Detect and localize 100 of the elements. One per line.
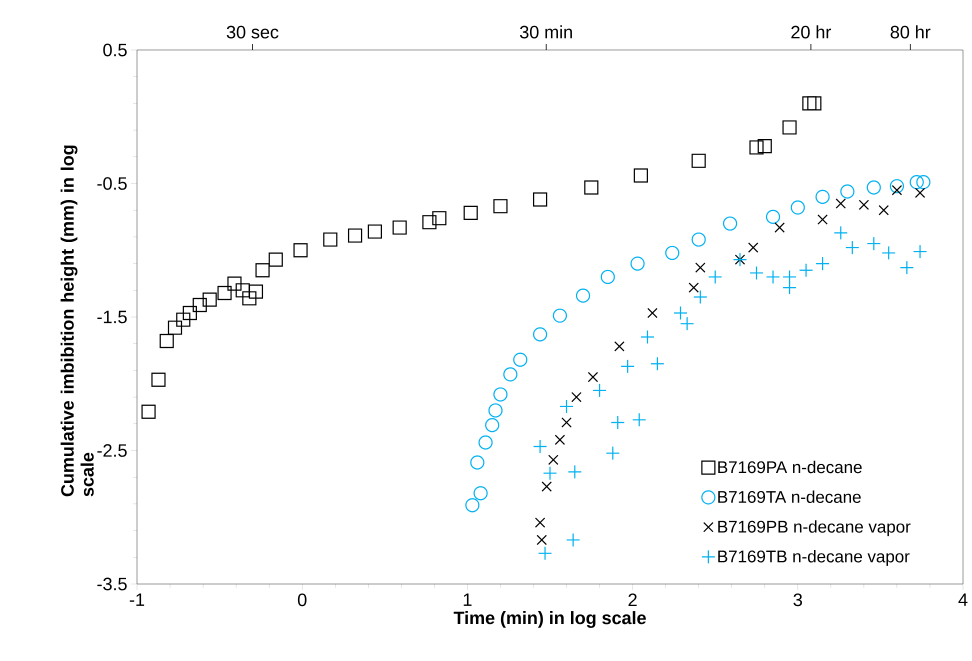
point [766, 270, 780, 284]
point [478, 435, 493, 450]
point [817, 214, 828, 225]
point [503, 367, 518, 382]
point [912, 244, 928, 259]
point [890, 179, 904, 194]
point [576, 288, 590, 303]
point [665, 246, 680, 260]
point [588, 372, 598, 382]
point [790, 200, 805, 215]
point [552, 308, 568, 323]
point [647, 308, 658, 318]
legend-label: B7169TA n-decane [718, 490, 861, 503]
point [878, 205, 889, 216]
point [217, 286, 232, 300]
point [766, 210, 780, 224]
text: 30 min [520, 25, 572, 38]
point [693, 290, 708, 304]
point [182, 306, 197, 320]
point [392, 220, 407, 235]
point [673, 306, 688, 320]
point [464, 206, 478, 220]
x-tick-label: -1 [130, 594, 144, 606]
point [192, 298, 207, 312]
text: 20 hr [791, 25, 832, 38]
point [202, 292, 217, 307]
point [493, 387, 508, 402]
legend-label: B7169TB n-decane vapor [718, 550, 910, 566]
point [749, 140, 764, 155]
point [160, 334, 174, 348]
point [465, 498, 480, 512]
text: 80 hr [890, 25, 930, 38]
point [176, 312, 190, 327]
point [836, 198, 846, 209]
point [227, 276, 242, 291]
point [532, 327, 548, 342]
point [695, 262, 706, 273]
point [640, 330, 655, 344]
point [422, 215, 437, 230]
point [248, 284, 264, 299]
point [807, 96, 822, 110]
point [151, 372, 166, 387]
point [600, 270, 615, 284]
point [914, 188, 926, 198]
point [268, 252, 283, 267]
point [323, 232, 338, 247]
point [584, 180, 598, 195]
point [168, 320, 182, 335]
x-tick-label: 4 [958, 594, 968, 606]
y-tick-label: -0.5 [97, 177, 127, 190]
point [536, 534, 547, 546]
point [802, 96, 816, 110]
point [474, 486, 488, 500]
legend-label: B7169PB n-decane vapor [718, 520, 911, 536]
point [255, 263, 270, 278]
point [840, 184, 854, 199]
point [692, 232, 706, 247]
point [293, 243, 308, 258]
point [548, 454, 559, 466]
point [630, 256, 645, 271]
point [348, 228, 362, 243]
point [242, 291, 256, 306]
point [614, 341, 625, 352]
point [513, 352, 528, 367]
point [534, 517, 546, 528]
point [561, 417, 572, 428]
point [916, 175, 930, 190]
point [488, 403, 503, 418]
point [493, 199, 508, 214]
y-tick-label: 0.5 [103, 44, 127, 56]
y-tick-label: -2.5 [97, 444, 127, 457]
point [910, 175, 924, 190]
x-tick-label: 2 [628, 594, 637, 606]
point [782, 120, 797, 135]
point [858, 200, 870, 210]
point [559, 399, 574, 414]
point [748, 242, 758, 253]
point [774, 222, 785, 233]
point [749, 266, 764, 280]
point [782, 280, 797, 295]
point [368, 224, 382, 239]
point [571, 392, 582, 402]
point [538, 546, 552, 560]
point [485, 418, 500, 432]
x-tick-label: 0 [298, 594, 306, 606]
point [815, 190, 830, 204]
point [554, 434, 566, 446]
point [542, 466, 558, 480]
point [758, 139, 772, 154]
point [634, 168, 648, 183]
y-axis-title: Cumulative imbibition height (mm) in log scale [60, 146, 94, 496]
y-tick-label: -3.5 [97, 578, 127, 590]
x-tick-label: 1 [464, 594, 472, 606]
point [592, 383, 607, 398]
point [610, 415, 625, 430]
point [798, 263, 814, 278]
point [470, 455, 484, 470]
point [815, 256, 830, 271]
point [432, 211, 446, 226]
point [532, 192, 548, 207]
